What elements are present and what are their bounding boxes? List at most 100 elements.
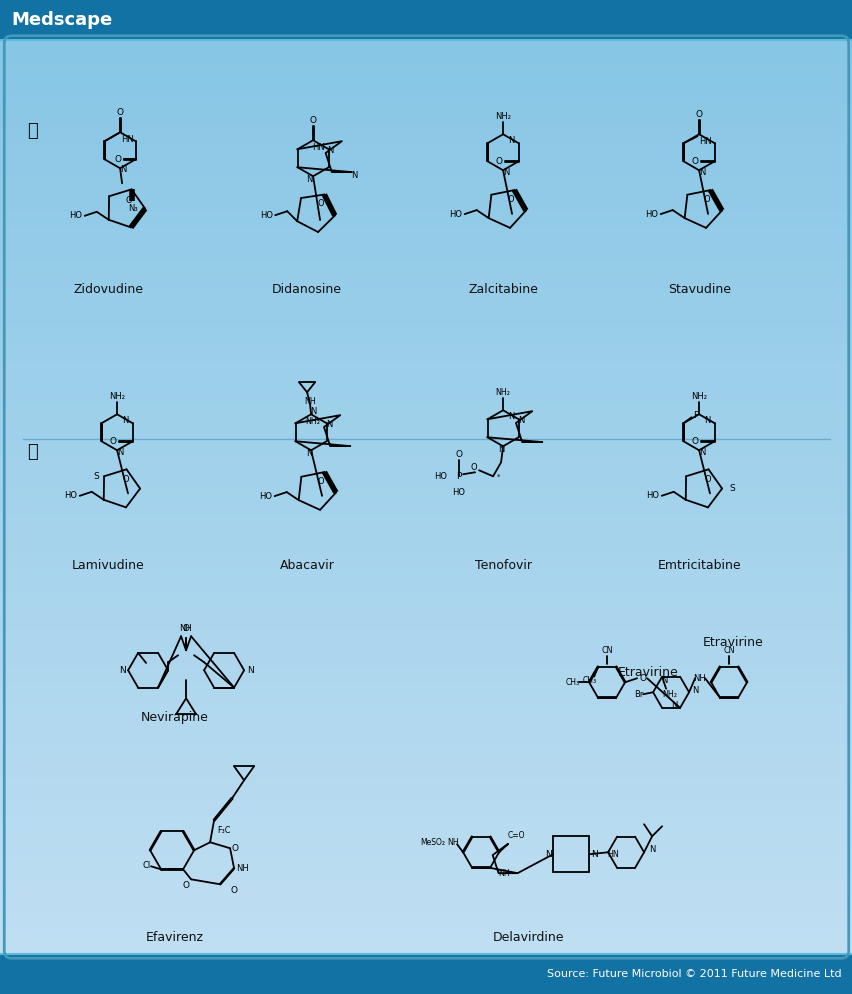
Bar <box>0 468 852 469</box>
Bar <box>0 649 852 651</box>
Bar <box>0 923 852 925</box>
Bar <box>0 726 852 728</box>
Bar <box>0 414 852 416</box>
Bar <box>0 347 852 349</box>
Bar <box>0 612 852 614</box>
Bar <box>0 909 852 911</box>
Bar <box>0 413 852 414</box>
Text: NH: NH <box>235 864 248 873</box>
Bar <box>0 356 852 358</box>
Bar <box>0 247 852 248</box>
Bar <box>0 528 852 530</box>
Bar <box>0 550 852 552</box>
Bar <box>0 749 852 751</box>
Text: Nevirapine: Nevirapine <box>141 711 209 724</box>
Bar <box>0 605 852 606</box>
Bar <box>0 113 852 114</box>
Text: NH₂: NH₂ <box>690 392 706 401</box>
Text: HO: HO <box>449 210 462 219</box>
Bar <box>0 217 852 219</box>
Bar <box>0 288 852 290</box>
Bar <box>0 393 852 395</box>
Bar <box>0 427 852 429</box>
Bar <box>0 950 852 952</box>
Bar <box>0 769 852 771</box>
Text: N: N <box>120 165 126 174</box>
Bar <box>0 377 852 378</box>
Bar <box>0 773 852 775</box>
Bar <box>0 170 852 171</box>
Bar <box>0 658 852 660</box>
Bar <box>0 469 852 471</box>
Bar <box>0 94 852 96</box>
Text: CN: CN <box>601 646 612 655</box>
Bar <box>0 367 852 369</box>
Bar <box>0 243 852 245</box>
Text: HO: HO <box>646 491 659 500</box>
Bar <box>0 939 852 941</box>
Bar <box>0 722 852 724</box>
Bar <box>0 464 852 466</box>
Bar <box>0 599 852 601</box>
Bar <box>0 102 852 103</box>
Bar <box>0 819 852 821</box>
Bar <box>0 902 852 903</box>
Bar <box>0 567 852 569</box>
Bar <box>0 338 852 340</box>
Text: O: O <box>704 475 711 484</box>
Bar <box>0 433 852 434</box>
Bar <box>0 208 852 210</box>
Text: HO: HO <box>64 491 78 500</box>
Bar <box>0 863 852 865</box>
Text: HO: HO <box>259 211 273 220</box>
Bar <box>0 549 852 550</box>
Bar <box>0 135 852 137</box>
Bar <box>0 780 852 782</box>
Bar <box>0 795 852 797</box>
Text: NH: NH <box>179 624 191 633</box>
Bar <box>0 634 852 636</box>
Text: HN: HN <box>607 850 619 859</box>
Bar <box>0 876 852 878</box>
Bar <box>0 124 852 125</box>
Bar <box>0 118 852 120</box>
Bar <box>0 250 852 251</box>
Bar <box>0 778 852 780</box>
Bar <box>0 911 852 912</box>
Bar <box>0 69 852 71</box>
Bar <box>0 214 852 216</box>
Bar <box>0 371 852 373</box>
Bar <box>0 623 852 625</box>
Bar <box>0 636 852 638</box>
Bar <box>0 737 852 739</box>
Bar <box>0 560 852 561</box>
Bar <box>0 353 852 354</box>
Text: NH₂: NH₂ <box>495 388 510 397</box>
Text: NH₂: NH₂ <box>305 416 320 425</box>
Bar <box>0 53 852 55</box>
Bar <box>0 264 852 266</box>
Bar <box>0 515 852 517</box>
Text: O: O <box>690 436 697 445</box>
Bar <box>0 523 852 525</box>
Bar <box>0 188 852 190</box>
Bar <box>0 930 852 932</box>
Bar <box>0 232 852 234</box>
Bar <box>0 815 852 817</box>
Bar <box>0 765 852 767</box>
Bar <box>0 674 852 676</box>
Bar <box>0 782 852 784</box>
Text: Efavirenz: Efavirenz <box>146 931 204 944</box>
Bar <box>0 576 852 578</box>
Bar <box>0 60 852 62</box>
Bar <box>0 327 852 329</box>
Bar <box>0 697 852 698</box>
Bar <box>0 274 852 275</box>
Text: Zalcitabine: Zalcitabine <box>468 283 538 296</box>
Bar <box>0 131 852 133</box>
Bar <box>0 482 852 484</box>
Bar <box>0 227 852 229</box>
Bar <box>0 241 852 243</box>
Bar <box>0 837 852 839</box>
Text: O: O <box>109 436 116 445</box>
